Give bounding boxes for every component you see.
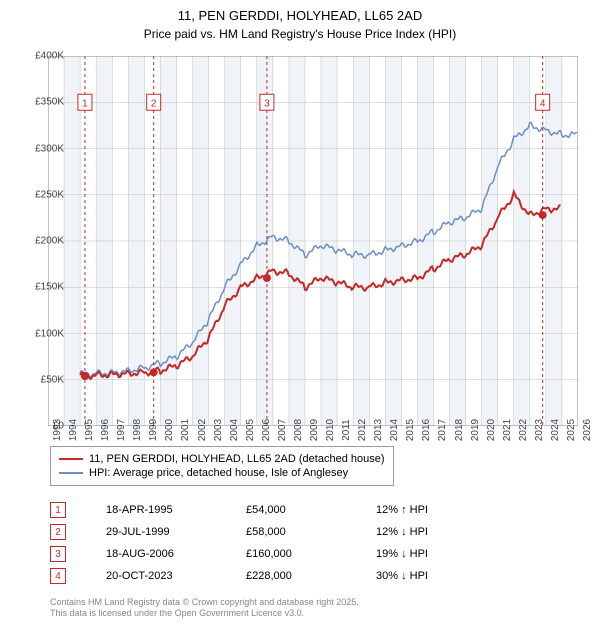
- xtick-label: 2001: [180, 419, 191, 441]
- transaction-row: 3 18-AUG-2006 £160,000 19% ↓ HPI: [50, 546, 476, 562]
- transaction-row: 4 20-OCT-2023 £228,000 30% ↓ HPI: [50, 568, 476, 584]
- xtick-label: 2024: [550, 419, 561, 441]
- xtick-label: 2018: [454, 419, 465, 441]
- transaction-diff: 19% ↓ HPI: [376, 548, 476, 560]
- xtick-label: 2013: [373, 419, 384, 441]
- ytick-label: £100K: [35, 328, 64, 339]
- transaction-diff: 30% ↓ HPI: [376, 570, 476, 582]
- legend-swatch: [59, 472, 83, 474]
- xtick-label: 2004: [229, 419, 240, 441]
- chart-title-line2: Price paid vs. HM Land Registry's House …: [20, 27, 580, 41]
- xtick-label: 2000: [164, 419, 175, 441]
- ytick-label: £250K: [35, 189, 64, 200]
- xtick-label: 2008: [293, 419, 304, 441]
- transaction-diff: 12% ↑ HPI: [376, 504, 476, 516]
- transaction-price: £228,000: [246, 570, 346, 582]
- ytick-label: £400K: [35, 51, 64, 62]
- svg-text:1: 1: [82, 98, 88, 109]
- legend-label: 11, PEN GERDDI, HOLYHEAD, LL65 2AD (deta…: [89, 453, 385, 465]
- transaction-date: 20-OCT-2023: [106, 570, 216, 582]
- xtick-label: 2015: [405, 419, 416, 441]
- transaction-price: £54,000: [246, 504, 346, 516]
- xtick-label: 1998: [132, 419, 143, 441]
- xtick-label: 2026: [582, 419, 593, 441]
- ytick-label: £300K: [35, 143, 64, 154]
- xtick-label: 2023: [534, 419, 545, 441]
- xtick-label: 1993: [52, 419, 63, 441]
- chart-title-line1: 11, PEN GERDDI, HOLYHEAD, LL65 2AD: [20, 8, 580, 25]
- footer-attribution: Contains HM Land Registry data © Crown c…: [50, 597, 359, 620]
- legend-item: 11, PEN GERDDI, HOLYHEAD, LL65 2AD (deta…: [59, 453, 385, 465]
- xtick-label: 2003: [213, 419, 224, 441]
- ytick-label: £200K: [35, 236, 64, 247]
- transaction-price: £58,000: [246, 526, 346, 538]
- chart-plot: 1 2 3 4: [48, 56, 578, 426]
- transaction-row: 2 29-JUL-1999 £58,000 12% ↓ HPI: [50, 524, 476, 540]
- ytick-label: £50K: [41, 374, 64, 385]
- xtick-label: 2006: [261, 419, 272, 441]
- xtick-label: 2025: [566, 419, 577, 441]
- transaction-marker: 3: [50, 546, 66, 562]
- xtick-label: 2020: [486, 419, 497, 441]
- transaction-date: 18-AUG-2006: [106, 548, 216, 560]
- xtick-label: 2005: [245, 419, 256, 441]
- transaction-date: 18-APR-1995: [106, 504, 216, 516]
- ytick-label: £150K: [35, 282, 64, 293]
- legend-label: HPI: Average price, detached house, Isle…: [89, 467, 348, 479]
- legend-swatch: [59, 458, 83, 460]
- xtick-label: 2017: [437, 419, 448, 441]
- chart-container: { "title_line1": "11, PEN GERDDI, HOLYHE…: [0, 8, 600, 628]
- xtick-label: 2014: [389, 419, 400, 441]
- xtick-label: 2011: [341, 419, 352, 441]
- plot-svg: 1 2 3 4: [48, 56, 578, 426]
- svg-text:3: 3: [264, 98, 270, 109]
- xtick-label: 1996: [100, 419, 111, 441]
- xtick-label: 2009: [309, 419, 320, 441]
- xtick-label: 2012: [357, 419, 368, 441]
- xtick-label: 1994: [68, 419, 79, 441]
- ytick-label: £350K: [35, 97, 64, 108]
- transaction-marker: 1: [50, 502, 66, 518]
- transaction-price: £160,000: [246, 548, 346, 560]
- xtick-label: 2007: [277, 419, 288, 441]
- svg-text:2: 2: [151, 98, 157, 109]
- xtick-label: 1997: [116, 419, 127, 441]
- footer-line1: Contains HM Land Registry data © Crown c…: [50, 597, 359, 609]
- xtick-label: 2022: [518, 419, 529, 441]
- xtick-label: 2002: [197, 419, 208, 441]
- xtick-label: 2021: [502, 419, 513, 441]
- transaction-marker: 4: [50, 568, 66, 584]
- xtick-label: 1999: [148, 419, 159, 441]
- legend: 11, PEN GERDDI, HOLYHEAD, LL65 2AD (deta…: [50, 446, 394, 486]
- legend-item: HPI: Average price, detached house, Isle…: [59, 467, 385, 479]
- xtick-label: 2010: [325, 419, 336, 441]
- transaction-diff: 12% ↓ HPI: [376, 526, 476, 538]
- transaction-date: 29-JUL-1999: [106, 526, 216, 538]
- transactions-table: 1 18-APR-1995 £54,000 12% ↑ HPI 2 29-JUL-1999…: [50, 496, 476, 590]
- xtick-label: 2016: [421, 419, 432, 441]
- transaction-marker: 2: [50, 524, 66, 540]
- svg-text:4: 4: [540, 98, 546, 109]
- xtick-label: 1995: [84, 419, 95, 441]
- transaction-row: 1 18-APR-1995 £54,000 12% ↑ HPI: [50, 502, 476, 518]
- footer-line2: This data is licensed under the Open Gov…: [50, 608, 359, 620]
- xtick-label: 2019: [470, 419, 481, 441]
